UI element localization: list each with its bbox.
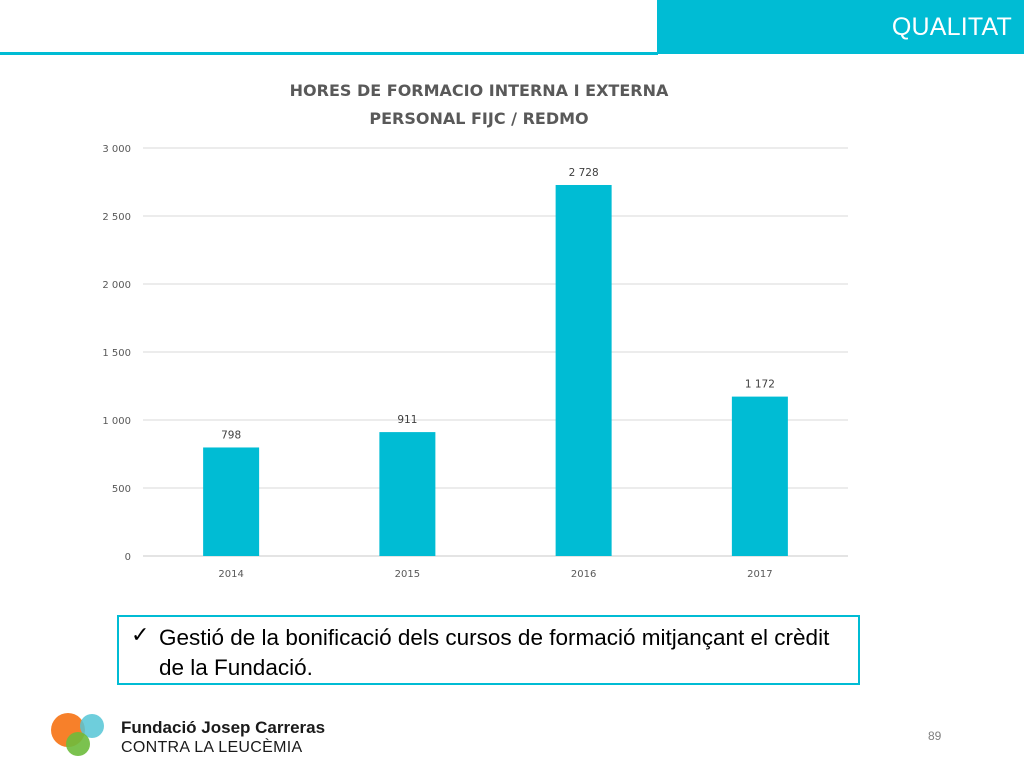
y-tick-label: 2 000 [102,280,131,291]
data-label-2015: 911 [397,414,417,426]
foundation-logo-icon [51,713,104,756]
bar-2017 [731,396,788,556]
organization-subtitle: CONTRA LA LEUCÈMIA [121,739,303,756]
y-tick-label: 3 000 [102,144,131,155]
data-label-2017: 1 172 [745,379,775,391]
header-divider-line [0,52,658,55]
chart-title-line-1: HORES DE FORMACIO INTERNA I EXTERNA [290,81,669,100]
x-tick-label-2016: 2016 [571,569,596,580]
section-title: QUALITAT [891,13,1012,41]
y-tick-label: 0 [125,552,131,563]
x-tick-label-2017: 2017 [747,569,772,580]
data-label-2016: 2 728 [569,167,599,179]
checkmark-icon: ✓ [131,623,150,648]
y-tick-label: 500 [112,484,131,495]
x-tick-label-2015: 2015 [395,569,420,580]
y-tick-label: 2 500 [102,212,131,223]
chart-title-line-2: PERSONAL FIJC / REDMO [369,109,588,128]
bar-chart: HORES DE FORMACIO INTERNA I EXTERNA PERS… [102,81,848,580]
y-tick-label: 1 500 [102,348,131,359]
y-tick-label: 1 000 [102,416,131,427]
organization-name: Fundació Josep Carreras [121,718,326,737]
header-banner: QUALITAT [657,0,1024,54]
note-box: ✓ Gestió de la bonificació dels cursos d… [117,615,860,685]
bar-2016 [555,184,612,556]
bar-2015 [379,432,436,556]
x-tick-label-2014: 2014 [218,569,243,580]
bar-2014 [203,447,260,556]
note-text: Gestió de la bonificació dels cursos de … [159,625,830,680]
page-number: 89 [928,729,942,743]
data-label-2014: 798 [221,429,241,441]
